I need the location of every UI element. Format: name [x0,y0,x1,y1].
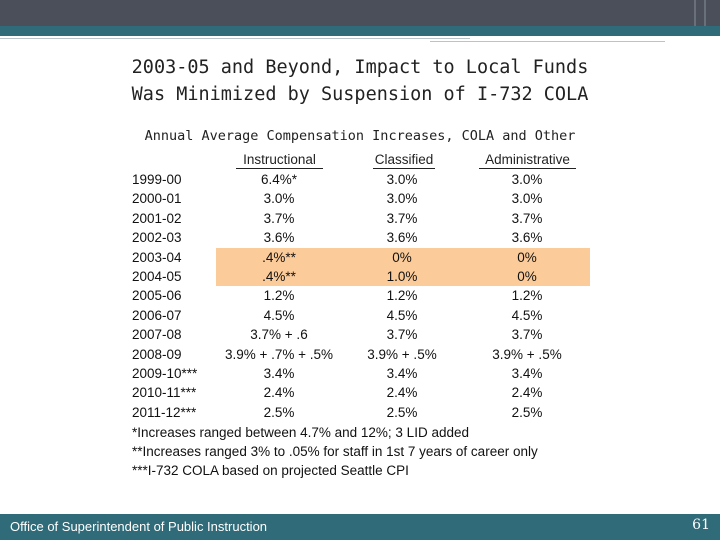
row-instructional-value: 3.0% [263,191,295,207]
row-year: 2009-10*** [132,366,198,381]
row-classified-value: 3.7% [386,210,418,226]
row-year: 2005-06 [132,288,182,304]
footnote-2: **Increases ranged 3% to .05% for staff … [132,444,538,459]
row-administrative-value: 4.5% [511,307,543,323]
footnote-1: *Increases ranged between 4.7% and 12%; … [132,425,469,440]
row-instructional-value: 6.4%* [260,172,298,187]
slide-title-line-2: Was Minimized by Suspension of I-732 COL… [131,84,589,105]
row-classified-value: 3.6% [386,230,418,246]
row-classified-value: 3.0% [386,172,418,187]
row-administrative-value: 3.9% + .5% [492,346,562,362]
row-administrative-value: 3.4% [511,366,543,381]
footnote-3: ***I-732 COLA based on projected Seattle… [132,463,409,478]
row-administrative-value: 3.0% [511,191,543,207]
row-classified-value: 1.0% [386,269,418,284]
slide-title: 2003-05 and Beyond, Impact to Local Fund… [0,54,720,108]
row-year: 2008-09 [132,346,182,362]
row-year: 2001-02 [132,210,182,226]
row-administrative-value: 0% [517,249,537,265]
row-instructional-value: 3.6% [263,230,295,246]
row-classified-value: 3.4% [386,366,418,381]
row-year: 2002-03 [132,230,182,246]
row-instructional-value: 1.2% [263,288,295,304]
row-year: 1999-00 [132,172,182,187]
row-administrative-value: 3.6% [511,230,543,246]
decorative-rule [0,38,470,39]
column-header-administrative: Administrative [479,153,576,169]
row-instructional-value: 3.7% [263,210,295,226]
row-classified-value: 4.5% [386,307,418,323]
row-year: 2011-12*** [132,404,197,420]
row-classified-value: 0% [392,249,412,265]
top-bar [0,0,720,26]
column-header-classified: Classified [373,152,435,169]
row-instructional-value: .4%** [262,249,296,265]
slide-title-line-1: 2003-05 and Beyond, Impact to Local Fund… [131,57,589,78]
accent-stripe [0,26,720,36]
row-administrative-value: 1.2% [511,288,543,304]
row-year: 2010-11*** [132,385,197,401]
row-instructional-value: 3.7% + .6 [250,327,308,343]
row-instructional-value: 3.9% + .7% + .5% [224,346,334,362]
page-number: 61 [692,517,710,533]
row-administrative-value: 2.5% [511,404,543,420]
table-subtitle: Annual Average Compensation Increases, C… [144,128,576,144]
row-instructional-value: 2.4% [263,385,295,401]
top-bar-divider [704,0,706,26]
row-classified-value: 3.0% [386,191,418,207]
suspension-years-highlight [216,248,590,286]
row-classified-value: 3.7% [386,327,418,343]
row-classified-value: 2.5% [386,404,418,420]
row-instructional-value: 2.5% [263,404,295,420]
footer-organization: Office of Superintendent of Public Instr… [10,519,268,534]
column-header-instructional: Instructional [236,153,323,169]
row-classified-value: 2.4% [386,385,418,401]
row-administrative-value: 2.4% [511,385,543,401]
row-year: 2000-01 [132,191,182,207]
row-administrative-value: 3.0% [511,172,543,187]
top-bar-divider [694,0,696,26]
row-year: 2003-04 [132,249,182,265]
row-administrative-value: 3.7% [511,210,543,226]
row-instructional-value: 4.5% [263,307,295,323]
row-year: 2006-07 [132,307,182,323]
row-year: 2007-08 [132,327,182,343]
footer-bar: Office of Superintendent of Public Instr… [0,514,720,540]
row-instructional-value: .4%** [262,269,296,284]
row-year: 2004-05 [132,269,182,284]
row-classified-value: 1.2% [386,288,418,304]
row-classified-value: 3.9% + .5% [367,346,437,362]
row-administrative-value: 0% [517,269,537,284]
row-administrative-value: 3.7% [511,327,543,343]
decorative-rule [430,41,665,42]
row-instructional-value: 3.4% [263,366,295,381]
